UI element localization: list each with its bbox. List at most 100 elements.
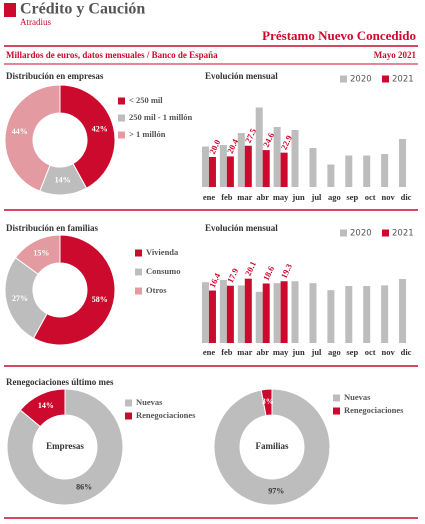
x-tick-label: nov [382, 347, 396, 357]
bar [309, 148, 317, 187]
slice-label: 44% [12, 127, 28, 136]
bar [201, 146, 209, 187]
legend-swatch [382, 229, 389, 237]
legend-label: Nuevas [344, 392, 371, 402]
bar [244, 278, 252, 343]
bar [244, 145, 252, 187]
slice-label: 86% [76, 483, 92, 492]
legend-label: Renegociaciones [136, 410, 196, 420]
x-tick-label: may [273, 347, 289, 357]
bar [208, 290, 216, 343]
bar [219, 145, 227, 187]
bar [273, 283, 281, 343]
value-label: 19.3 [279, 262, 294, 280]
legend-swatch [340, 75, 347, 83]
bar [201, 282, 209, 343]
legend-label: 2020 [350, 75, 372, 85]
bar [363, 286, 371, 343]
x-tick-label: dic [401, 192, 412, 202]
chart-title: Distribución en familias [6, 223, 99, 233]
legend-label: Otros [146, 285, 167, 295]
bar [280, 152, 288, 187]
bar [399, 279, 407, 343]
x-tick-label: sep [346, 192, 358, 202]
bar [309, 283, 317, 343]
donut-slice [6, 388, 124, 506]
brand: Crédito y Caución [20, 1, 145, 18]
bar [255, 107, 263, 187]
x-tick-label: abr [256, 192, 269, 202]
x-tick-label: abr [256, 347, 269, 357]
page-title: Préstamo Nuevo Concedido [262, 28, 416, 43]
chart-title: Distribución en empresas [6, 71, 104, 81]
bar [237, 285, 245, 343]
center-label: Empresas [46, 441, 84, 451]
donut-slice [4, 84, 61, 192]
date: Mayo 2021 [374, 50, 417, 60]
bar [291, 130, 299, 187]
legend-swatch [118, 97, 125, 105]
chart-title: Evolución mensual [205, 71, 278, 81]
value-label: 18.6 [261, 264, 276, 282]
donut-slice [213, 388, 331, 506]
legend-label: 2021 [392, 75, 414, 85]
legend-swatch [333, 394, 340, 402]
slice-label: 97% [268, 487, 284, 496]
legend-swatch [135, 268, 142, 276]
legend-swatch [135, 249, 142, 257]
legend-label: Renegociaciones [344, 405, 404, 415]
x-tick-label: oct [365, 347, 376, 357]
x-tick-label: feb [221, 192, 233, 202]
donut-slice [4, 256, 48, 339]
bar [255, 291, 263, 343]
bar [280, 281, 288, 343]
x-tick-label: jun [291, 347, 305, 357]
legend-label: Vivienda [146, 247, 179, 257]
subtitle: Millardos de euros, datos mensuales / Ba… [6, 50, 218, 60]
slice-label: 15% [33, 248, 49, 257]
center-label: Familias [256, 441, 289, 451]
bar [381, 285, 389, 343]
donut-slice [59, 84, 116, 189]
legend-swatch [382, 75, 389, 83]
bar [381, 154, 389, 187]
bar [291, 281, 299, 343]
legend-label: 2021 [392, 229, 414, 239]
legend-label: < 250 mil [129, 95, 163, 105]
x-tick-label: jun [291, 192, 305, 202]
legend-swatch [118, 131, 125, 139]
bar [327, 164, 335, 187]
x-tick-label: jul [310, 347, 322, 357]
legend-label: 250 mil - 1 millón [129, 112, 193, 122]
x-tick-label: may [273, 192, 289, 202]
x-tick-label: ago [328, 347, 341, 357]
x-tick-label: feb [221, 347, 233, 357]
x-tick-label: jul [310, 192, 322, 202]
chart-title: Evolución mensual [205, 223, 278, 233]
bar [345, 286, 353, 343]
logo-mark [4, 3, 16, 17]
legend-label: Consumo [146, 266, 180, 276]
bar [262, 150, 270, 187]
bar [226, 156, 234, 187]
donut-slice [260, 388, 273, 417]
bar [237, 133, 245, 187]
bar [399, 139, 407, 187]
value-label: 17.9 [225, 267, 240, 285]
x-tick-label: ago [328, 192, 341, 202]
slice-label: 3% [262, 397, 274, 406]
slice-label: 14% [38, 401, 54, 410]
x-tick-label: mar [237, 347, 252, 357]
donut-slice [32, 234, 116, 346]
slice-label: 27% [12, 294, 28, 303]
value-label: 20.1 [243, 260, 258, 278]
legend-swatch [340, 229, 347, 237]
slice-label: 58% [92, 295, 108, 304]
legend-label: Nuevas [136, 397, 163, 407]
bar [219, 279, 227, 343]
legend-swatch [135, 287, 142, 295]
slice-label: 42% [92, 125, 108, 134]
legend-swatch [125, 412, 132, 420]
donut-slice [19, 388, 66, 428]
x-tick-label: ene [203, 192, 216, 202]
